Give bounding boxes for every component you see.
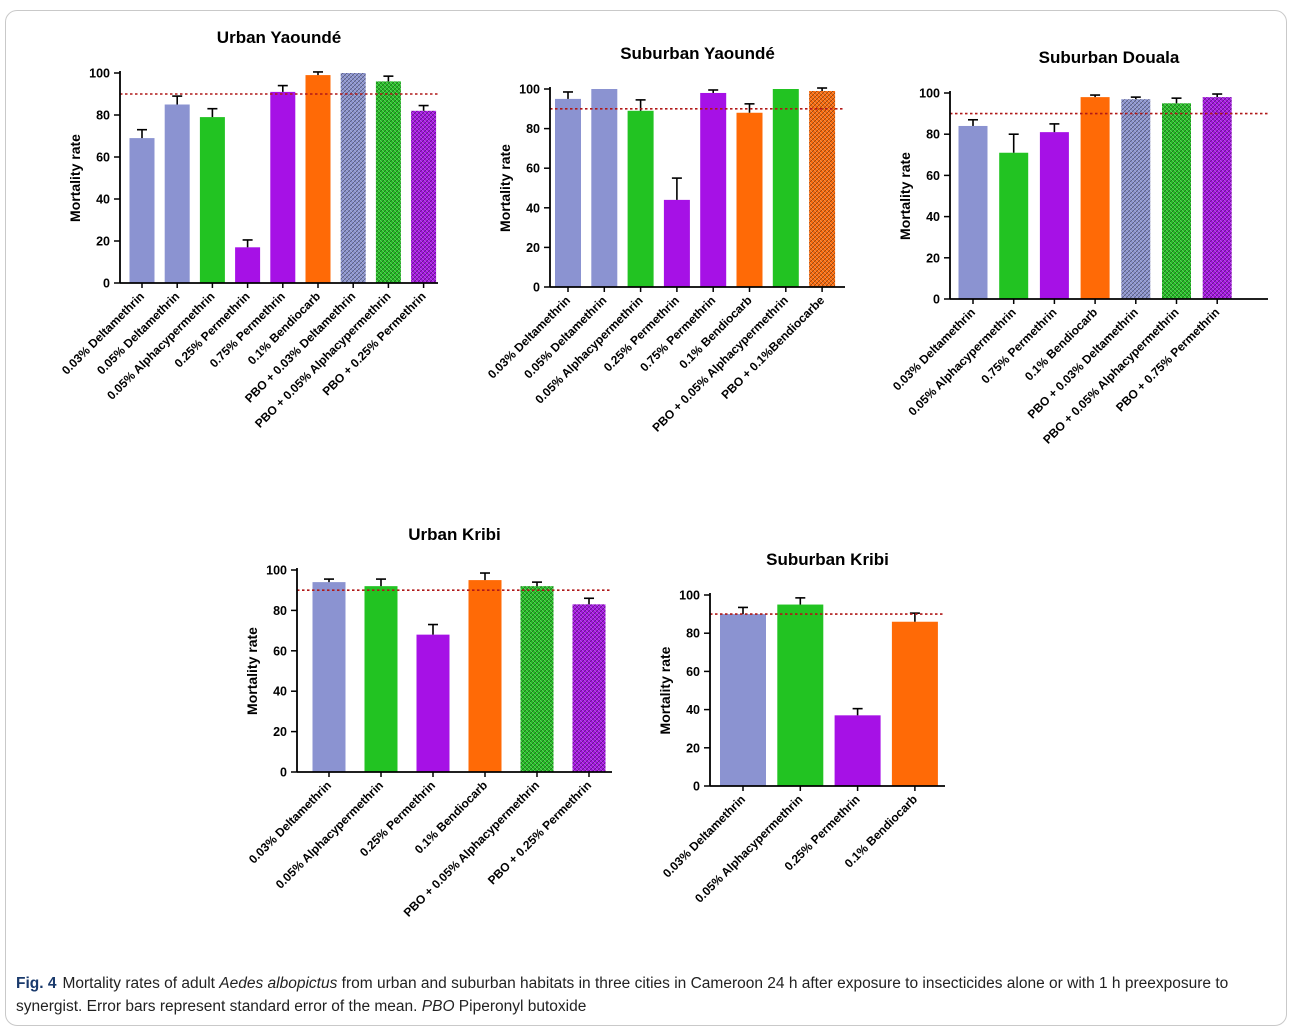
bar-0-75-permethrin (1039, 132, 1069, 299)
chart-panel-suburban-douala: Suburban Douala Mortality rate 0.03% Delta… (870, 22, 1270, 472)
y-tick-label: 80 (96, 109, 110, 123)
bar-pbo-0-03-deltamethrin (340, 73, 366, 283)
bar-0-1-bendiocarb (891, 621, 938, 786)
x-tick-label: 0.1% Bendiocarb (1022, 305, 1100, 383)
y-tick-label: 40 (273, 685, 287, 699)
y-tick-label: 0 (693, 780, 700, 794)
caption-species: Aedes albopictus (219, 975, 338, 992)
bar-0-03-deltamethrin (312, 582, 346, 772)
y-tick-label: 20 (526, 241, 540, 255)
bar-pbo-0-03-deltamethrin (1121, 99, 1151, 300)
bar-0-05-alphacypermethrin (999, 152, 1029, 299)
figure-caption: Fig. 4 Mortality rates of adult Aedes alb… (16, 972, 1278, 1018)
y-tick-label: 20 (686, 741, 700, 755)
bar-0-75-permethrin (270, 91, 296, 284)
bar-pbo-0-05-alphacypermethrin (1162, 103, 1191, 299)
bar-0-25-permethrin (663, 199, 690, 287)
bar-0-05-alphacypermethrin (777, 604, 824, 786)
chart-title: Suburban Douala (1039, 48, 1180, 67)
bar-0-03-deltamethrin (720, 614, 766, 786)
bar-0-05-alphacypermethrin (364, 586, 398, 772)
chart-panel-urban-yaounde: Urban Yaoundé Mortality rate 0.03% Deltame… (20, 20, 440, 470)
y-tick-label: 40 (96, 193, 110, 207)
y-tick-label: 0 (280, 766, 287, 780)
bar-0-1-bendiocarb (468, 580, 502, 772)
bar-pbo-0-05-alphacypermethrin (520, 586, 554, 772)
y-tick-label: 0 (933, 293, 940, 307)
bar-0-25-permethrin (834, 715, 881, 786)
bar-0-05-alphacypermethrin (627, 110, 654, 287)
bar-0-03-deltamethrin (129, 138, 155, 283)
y-tick-label: 0 (533, 281, 540, 295)
x-tick-label: 0.75% Permethrin (978, 305, 1059, 386)
y-tick-label: 40 (526, 201, 540, 215)
y-tick-label: 100 (519, 83, 540, 97)
bar-pbo-0-05-alphacypermethrin (772, 89, 799, 287)
y-tick-label: 20 (96, 235, 110, 249)
bar-0-05-deltamethrin (591, 89, 618, 287)
y-axis-label: Mortality rate (244, 627, 260, 715)
y-tick-label: 60 (273, 644, 287, 658)
y-tick-label: 80 (273, 604, 287, 618)
bar-pbo-0-1-bendiocarbe (809, 90, 836, 287)
x-tick-label: 0.05% Alphacypermethrin (692, 792, 805, 905)
bar-0-1-bendiocarb (305, 75, 331, 283)
y-tick-label: 40 (926, 210, 940, 224)
bar-0-75-permethrin (700, 92, 727, 288)
y-tick-label: 80 (926, 128, 940, 142)
bar-0-25-permethrin (235, 247, 261, 283)
chart-panel-urban-kribi: Urban Kribi Mortality rate 0.03% Deltameth… (200, 512, 612, 932)
caption-text-2: from urban and suburban habitats in thre… (16, 975, 1229, 1015)
y-tick-label: 100 (919, 87, 940, 101)
figure-frame (5, 10, 1287, 1026)
bar-0-03-deltamethrin (958, 125, 988, 300)
y-axis-label: Mortality rate (897, 152, 913, 240)
y-tick-label: 100 (679, 589, 700, 603)
y-tick-label: 100 (266, 564, 287, 578)
x-tick-label: 0.05% Alphacypermethrin (273, 778, 386, 891)
y-tick-label: 80 (686, 627, 700, 641)
y-tick-label: 100 (89, 67, 110, 81)
x-tick-label: PBO + 0.25% Permethrin (485, 778, 594, 887)
y-tick-label: 80 (526, 122, 540, 136)
y-tick-label: 20 (926, 251, 940, 265)
chart-title: Suburban Kribi (766, 550, 889, 569)
y-tick-label: 60 (526, 162, 540, 176)
y-tick-label: 0 (103, 277, 110, 291)
y-tick-label: 60 (96, 151, 110, 165)
bar-0-1-bendiocarb (1080, 97, 1110, 300)
y-tick-label: 40 (686, 703, 700, 717)
bar-pbo-0-05-alphacypermethrin (375, 81, 401, 284)
y-tick-label: 60 (926, 169, 940, 183)
bar-0-03-deltamethrin (555, 98, 581, 288)
bar-0-05-alphacypermethrin (199, 117, 225, 283)
chart-panel-suburban-yaounde: Suburban Yaoundé Mortality rate 0.03% Delt… (450, 22, 850, 472)
caption-abbreviation: PBO (421, 998, 455, 1015)
bar-0-25-permethrin (416, 634, 450, 772)
chart-title: Suburban Yaoundé (620, 44, 775, 63)
bar-0-1-bendiocarb (736, 112, 763, 287)
y-tick-label: 20 (273, 725, 287, 739)
caption-text-1: Mortality rates of adult (62, 975, 220, 992)
y-axis-label: Mortality rate (67, 134, 83, 222)
bar-pbo-0-75-permethrin (1202, 97, 1232, 300)
bar-0-05-deltamethrin (164, 104, 190, 283)
bar-pbo-0-25-permethrin (411, 110, 437, 283)
y-axis-label: Mortality rate (497, 144, 513, 232)
y-tick-label: 60 (686, 665, 700, 679)
caption-text-3: Piperonyl butoxide (454, 998, 587, 1015)
figure-number: Fig. 4 (16, 975, 57, 992)
chart-panel-suburban-kribi: Suburban Kribi Mortality rate 0.03% Deltam… (630, 515, 950, 935)
chart-title: Urban Kribi (408, 525, 501, 544)
chart-title: Urban Yaoundé (217, 28, 341, 47)
x-tick-label: PBO + 0.05% Alphacypermethrin (650, 293, 791, 434)
bar-pbo-0-25-permethrin (572, 604, 606, 772)
y-axis-label: Mortality rate (657, 646, 673, 734)
